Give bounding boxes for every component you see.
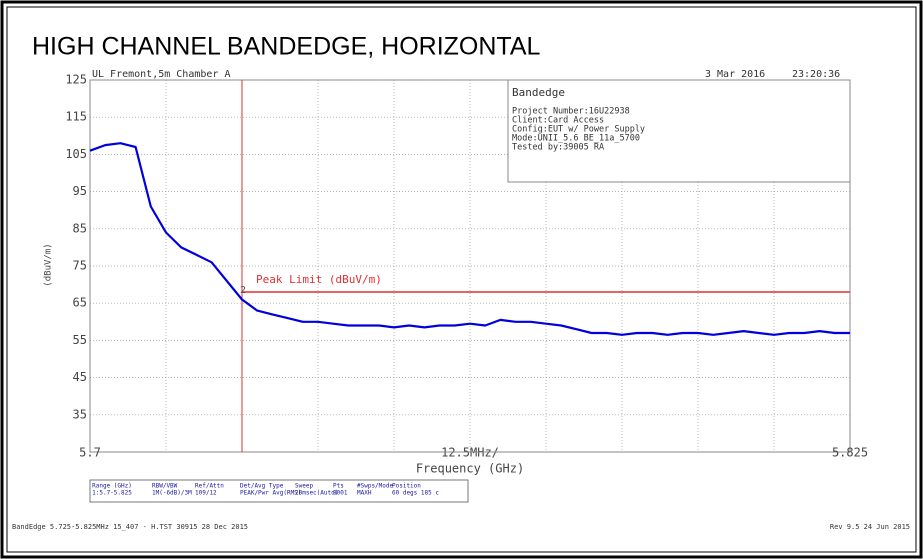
settings-value: 1M(-6dB)/3M	[152, 490, 192, 497]
info-line: Mode:UNII_5.6 BE_11a_5700	[512, 134, 640, 144]
settings-header: Pts	[333, 483, 344, 490]
y-tick-label: 85	[73, 221, 87, 235]
info-box	[507, 79, 851, 183]
header-date: 3 Mar 2016	[705, 69, 765, 80]
y-tick-label: 105	[65, 147, 87, 161]
trace	[89, 142, 850, 336]
footer-right: Rev 9.5 24 Jun 2015	[830, 523, 910, 531]
header-left: UL Fremont,5m Chamber A	[92, 69, 230, 80]
settings-value: 1:5.7-5.825	[92, 490, 132, 497]
inner-frame	[6, 6, 917, 553]
info-title: Bandedge	[512, 86, 565, 99]
settings-header: Position	[392, 483, 421, 490]
settings-header: Ref/Attn	[195, 483, 224, 490]
settings-header: RBW/VBW	[152, 483, 178, 490]
limit-label: Peak Limit (dBuV/m)	[256, 273, 382, 286]
settings-value: MAXH	[357, 490, 372, 497]
y-tick-label: 125	[65, 73, 87, 87]
settings-box	[89, 479, 469, 503]
x-axis-label: Frequency (GHz)	[416, 462, 524, 476]
y-tick-label: 35	[73, 407, 87, 421]
settings-value: 20msec(Auto)	[295, 490, 338, 497]
y-tick-label: 115	[65, 110, 87, 124]
info-line: Config:EUT w/ Power Supply	[512, 125, 645, 135]
settings-header: Sweep	[295, 483, 313, 490]
settings-value: 8001	[333, 490, 348, 497]
settings-header: Range (GHz)	[92, 483, 132, 490]
info-line: Client:Card Access	[512, 116, 604, 126]
y-tick-label: 55	[73, 333, 87, 347]
x-tick-label: 5.7	[79, 446, 101, 460]
y-axis-label: (dBuV/m)	[44, 243, 54, 286]
y-tick-label: 95	[73, 184, 87, 198]
y-tick-label: 65	[73, 296, 87, 310]
chart-title: HIGH CHANNEL BANDEDGE, HORIZONTAL	[32, 33, 540, 61]
settings-value: PEAK/Pwr Avg(RMS)	[240, 490, 301, 497]
settings-value: 60 degs 185 c	[392, 490, 439, 497]
header-time: 23:20:36	[792, 69, 840, 80]
marker-label: 2	[240, 285, 246, 296]
settings-value: 109/12	[195, 490, 217, 497]
settings-header: Det/Avg Type	[240, 483, 284, 490]
y-tick-label: 75	[73, 259, 87, 273]
y-tick-label: 45	[73, 370, 87, 384]
info-line: Project Number:16U22938	[512, 107, 630, 117]
x-tick-label: 5.825	[832, 446, 868, 460]
footer-left: BandEdge 5.725-5.825MHz 15_407 - H.TST 3…	[12, 523, 248, 531]
settings-header: #Swps/Mode	[357, 483, 394, 490]
info-line: Tested by:39005 RA	[512, 143, 604, 153]
